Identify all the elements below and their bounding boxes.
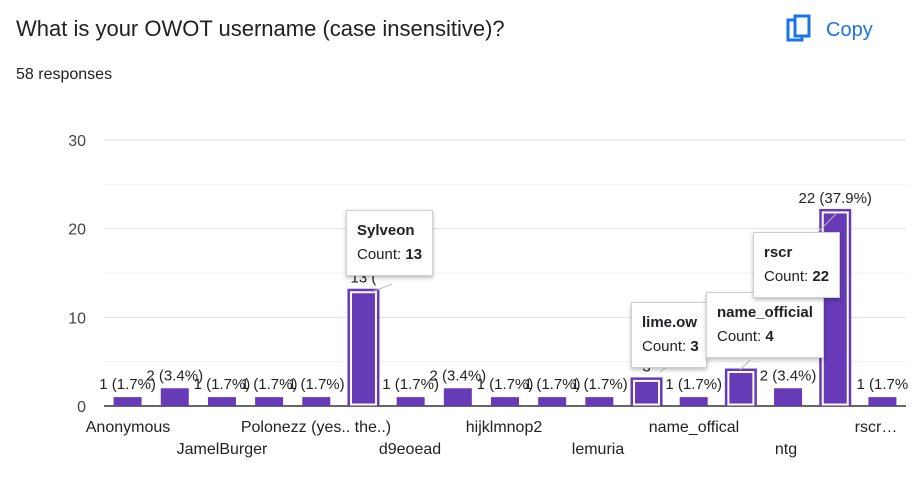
- bar: [396, 397, 425, 406]
- bar-highlight: [349, 291, 377, 406]
- x-tick-label: d9eoead: [379, 441, 441, 458]
- data-label: 2 (3.4%): [760, 367, 817, 384]
- data-label: 1 (1.7%): [382, 376, 439, 393]
- bar: [207, 397, 236, 406]
- tooltip-name: rscr: [764, 244, 793, 261]
- x-tick-label: rscr…: [855, 419, 898, 436]
- x-tick-label: Anonymous: [86, 419, 171, 436]
- bar: [491, 397, 519, 406]
- bar-highlight: [633, 379, 661, 406]
- copy-button[interactable]: Copy: [786, 14, 873, 46]
- data-label: 1 (1.7%): [241, 376, 298, 393]
- bar: [113, 397, 142, 406]
- copy-label: Copy: [826, 18, 873, 41]
- tooltip-name: name_official: [717, 304, 813, 321]
- bar-highlight: [727, 371, 755, 406]
- x-tick-label: lemuria: [572, 441, 625, 458]
- x-tick-label: hijklmnop2: [466, 419, 543, 436]
- data-label: 1 (1.7%): [288, 376, 345, 393]
- y-tick-label: 0: [77, 399, 86, 416]
- data-label: 1 (1.7%): [571, 376, 628, 393]
- bar: [443, 388, 472, 406]
- data-label: 2 (3.4%): [146, 367, 203, 384]
- tooltip-count: Count: 3: [642, 338, 699, 355]
- data-label: 1 (1.7%): [665, 376, 722, 393]
- bar: [679, 397, 708, 406]
- tooltip-lime: lime.ow Count: 3: [631, 302, 707, 368]
- data-label: 22 (37.9%): [799, 190, 872, 207]
- bar: [724, 368, 757, 406]
- y-tick-label: 30: [68, 133, 86, 150]
- y-tick-label: 20: [68, 222, 86, 239]
- tooltip-pointer: [739, 359, 751, 371]
- copy-icon: [786, 14, 811, 42]
- data-label: 1 (1.7%): [194, 376, 251, 393]
- tooltip-count: Count: 22: [764, 268, 830, 285]
- bar: [868, 397, 897, 406]
- bar: [255, 397, 284, 406]
- data-label: 1 (1.7%): [524, 376, 581, 393]
- x-tick-label: JamelBurger: [177, 441, 268, 458]
- tooltip-name: Sylveon: [357, 222, 415, 239]
- data-label: 1 (1.7%): [99, 376, 156, 393]
- tooltip-name-official: name_official Count: 4: [706, 292, 824, 358]
- x-tick-label: Polonezz (yes.. the..): [241, 419, 391, 436]
- tooltip-pointer: [371, 283, 393, 293]
- y-tick-label: 10: [68, 310, 86, 327]
- x-tick-label: name_offical: [649, 419, 739, 436]
- bar: [630, 377, 663, 406]
- x-tick-label: ntg: [775, 441, 797, 458]
- data-label: 1 (1.7%: [857, 376, 909, 393]
- bar: [585, 397, 614, 406]
- tooltip-rscr: rscr Count: 22: [753, 232, 841, 298]
- response-count: 58 responses: [16, 66, 113, 83]
- bar: [774, 388, 803, 406]
- bar: [538, 397, 567, 406]
- tooltip-count: Count: 4: [717, 328, 774, 345]
- tooltip-sylveon: Sylveon Count: 13: [346, 210, 434, 276]
- question-title: What is your OWOT username (case insensi…: [16, 16, 505, 41]
- tooltip-name: lime.ow: [642, 314, 698, 331]
- bar: [347, 288, 380, 406]
- bar: [160, 388, 189, 406]
- data-label: 2 (3.4%): [429, 367, 486, 384]
- tooltip-pointer: [817, 213, 837, 233]
- data-label: 1 (1.7%): [477, 376, 534, 393]
- bar: [302, 397, 331, 406]
- tooltip-count: Count: 13: [357, 246, 423, 263]
